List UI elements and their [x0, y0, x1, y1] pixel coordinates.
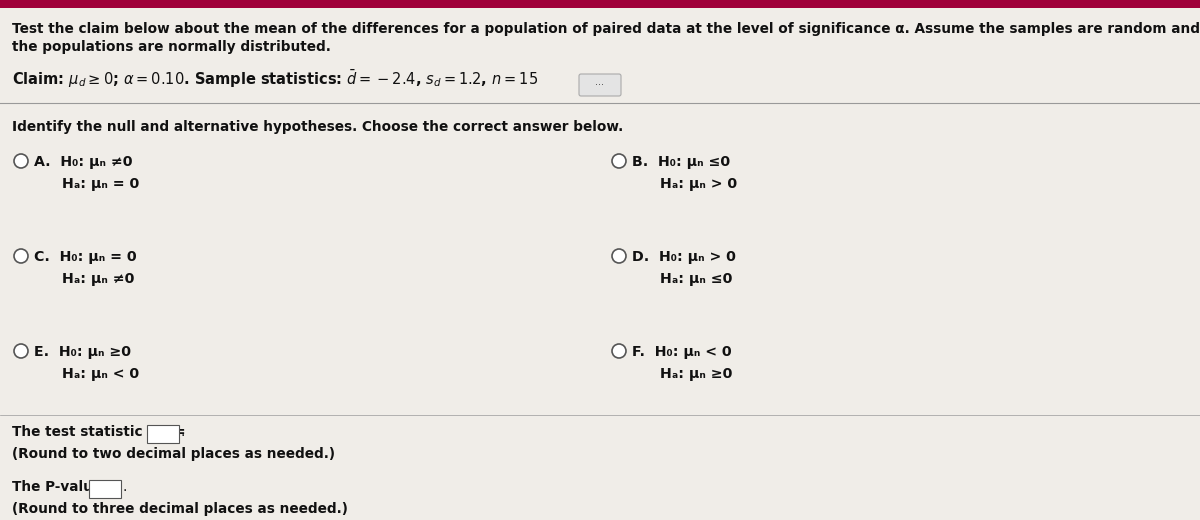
Text: Hₐ: μₙ = 0: Hₐ: μₙ = 0: [62, 177, 139, 191]
Text: B.  H₀: μₙ ≤0: B. H₀: μₙ ≤0: [632, 155, 730, 169]
Text: Hₐ: μₙ < 0: Hₐ: μₙ < 0: [62, 367, 139, 381]
Text: Test the claim below about the mean of the differences for a population of paire: Test the claim below about the mean of t…: [12, 22, 1200, 36]
FancyBboxPatch shape: [148, 425, 179, 443]
Text: The test statistic is t =: The test statistic is t =: [12, 425, 188, 439]
Circle shape: [612, 344, 626, 358]
Circle shape: [14, 249, 28, 263]
Text: the populations are normally distributed.: the populations are normally distributed…: [12, 40, 331, 54]
Text: Claim: $\mu_d \geq 0$; $\alpha = 0.10$. Sample statistics: $\bar{d} = -2.4$, $s_: Claim: $\mu_d \geq 0$; $\alpha = 0.10$. …: [12, 68, 538, 90]
Text: F.  H₀: μₙ < 0: F. H₀: μₙ < 0: [632, 345, 732, 359]
Circle shape: [612, 154, 626, 168]
Text: Hₐ: μₙ ≥0: Hₐ: μₙ ≥0: [660, 367, 732, 381]
Text: E.  H₀: μₙ ≥0: E. H₀: μₙ ≥0: [34, 345, 131, 359]
Text: (Round to three decimal places as needed.): (Round to three decimal places as needed…: [12, 502, 348, 516]
Text: (Round to two decimal places as needed.): (Round to two decimal places as needed.): [12, 447, 335, 461]
Circle shape: [14, 154, 28, 168]
Text: Hₐ: μₙ ≤0: Hₐ: μₙ ≤0: [660, 272, 732, 286]
Text: Hₐ: μₙ > 0: Hₐ: μₙ > 0: [660, 177, 737, 191]
Circle shape: [612, 249, 626, 263]
Circle shape: [14, 344, 28, 358]
FancyBboxPatch shape: [89, 480, 121, 498]
Text: Hₐ: μₙ ≠0: Hₐ: μₙ ≠0: [62, 272, 134, 286]
Text: ···: ···: [595, 80, 605, 90]
FancyBboxPatch shape: [580, 74, 622, 96]
Text: .: .: [122, 480, 126, 494]
Text: D.  H₀: μₙ > 0: D. H₀: μₙ > 0: [632, 250, 736, 264]
Text: C.  H₀: μₙ = 0: C. H₀: μₙ = 0: [34, 250, 137, 264]
Bar: [0, 0, 1200, 8]
Text: Identify the null and alternative hypotheses. Choose the correct answer below.: Identify the null and alternative hypoth…: [12, 120, 623, 134]
Text: .: .: [180, 425, 185, 439]
Text: The P-value is: The P-value is: [12, 480, 122, 494]
Text: A.  H₀: μₙ ≠0: A. H₀: μₙ ≠0: [34, 155, 132, 169]
